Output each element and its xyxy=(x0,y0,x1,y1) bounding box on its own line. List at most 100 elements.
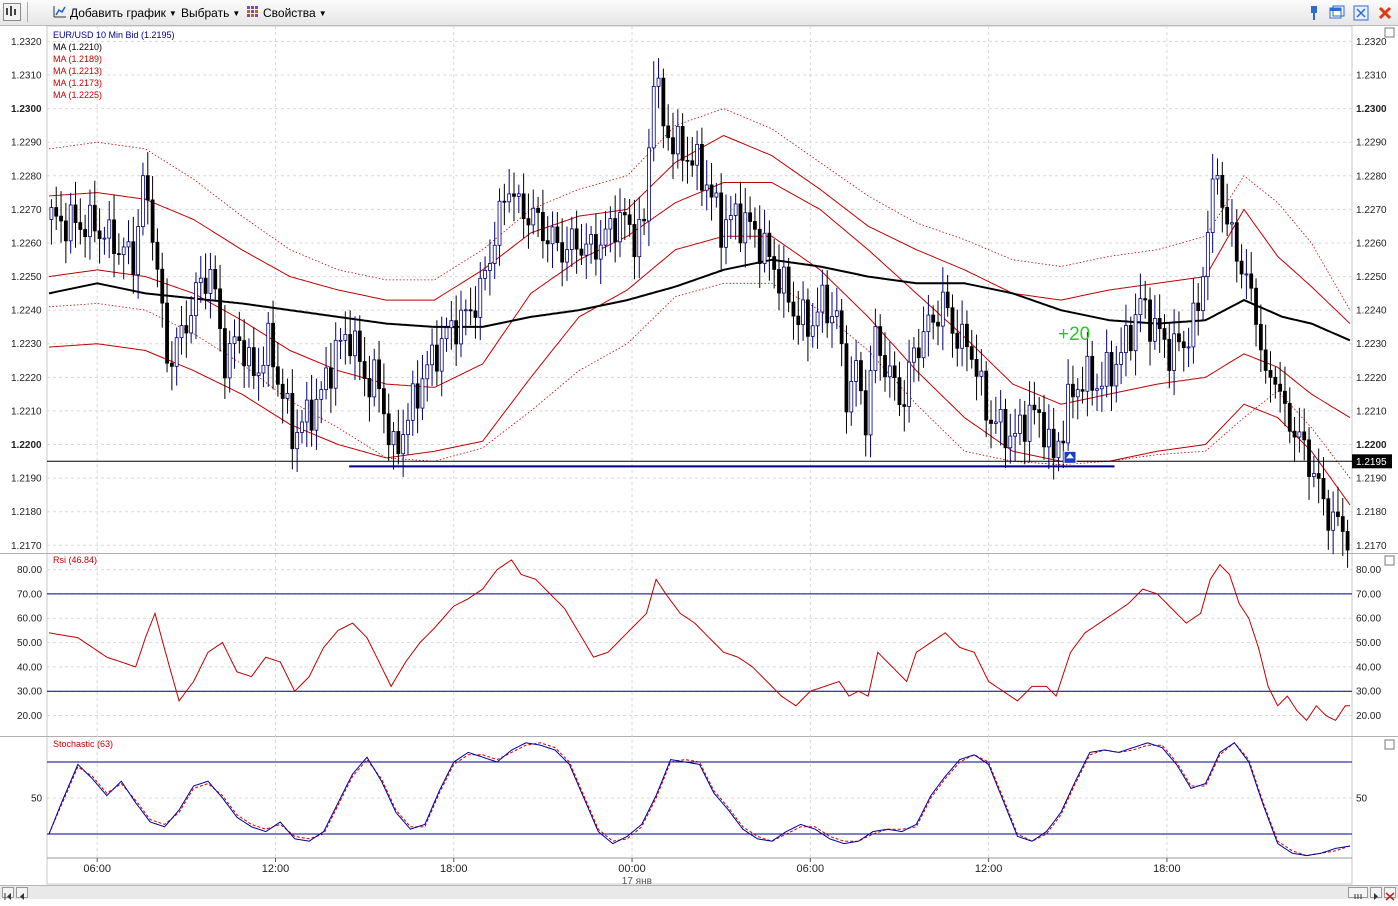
candle xyxy=(285,393,290,399)
candle xyxy=(179,325,184,339)
candle xyxy=(863,390,868,436)
candle xyxy=(940,291,945,327)
candle xyxy=(309,399,314,431)
candle xyxy=(1220,174,1225,208)
properties-button[interactable]: Свойства ▼ xyxy=(246,3,327,23)
y-tick-label-right: 1.2260 xyxy=(1356,238,1387,249)
chart-area[interactable]: 1.2320 1.2320 1.2310 1.2310 1.2300 1.2300 1.22… xyxy=(0,26,1398,886)
candle xyxy=(1075,389,1080,398)
candle xyxy=(1297,431,1302,438)
candle xyxy=(974,358,979,377)
candle xyxy=(73,204,78,223)
candle xyxy=(565,249,569,263)
scroll-close-icon[interactable] xyxy=(1384,887,1396,901)
y-tick-label-left: 1.2280 xyxy=(11,171,42,182)
candle xyxy=(1283,390,1287,404)
candle xyxy=(945,291,950,309)
candle xyxy=(1128,324,1133,352)
candle xyxy=(714,192,719,198)
candle xyxy=(569,228,574,250)
add-chart-button[interactable]: Добавить график ▼ xyxy=(52,3,177,23)
candle xyxy=(719,192,724,248)
candle xyxy=(333,339,338,389)
candle xyxy=(213,269,218,290)
y-tick-label-right: 80.00 xyxy=(1356,565,1381,576)
candle xyxy=(521,193,526,220)
candle xyxy=(545,240,550,245)
maximize-window-icon[interactable] xyxy=(1353,5,1369,21)
candle xyxy=(1104,352,1109,387)
candle xyxy=(1181,341,1186,349)
candle xyxy=(1066,383,1071,444)
candle xyxy=(1345,531,1350,551)
candle xyxy=(1027,404,1032,442)
pane-close-icon[interactable] xyxy=(1384,739,1395,750)
candle xyxy=(112,219,116,254)
ma-upper-band xyxy=(48,134,1351,324)
candle xyxy=(420,378,425,409)
properties-grid-icon xyxy=(247,6,258,17)
y-tick-label-left: 1.2310 xyxy=(11,71,42,82)
candle xyxy=(150,199,155,243)
candle xyxy=(492,244,497,264)
candle xyxy=(955,332,960,349)
close-icon[interactable] xyxy=(1377,5,1393,21)
candle xyxy=(218,288,222,329)
ma-middle-line xyxy=(48,182,1351,419)
scroll-thumb[interactable] xyxy=(1348,887,1368,899)
scroll-right-icon[interactable] xyxy=(1370,887,1382,900)
candle xyxy=(169,362,174,367)
pane-close-icon[interactable] xyxy=(1384,555,1395,566)
restore-window-icon[interactable] xyxy=(1329,5,1345,21)
candle xyxy=(950,307,955,334)
dropdown-arrow-icon: ▼ xyxy=(168,9,177,18)
y-tick-label-left: 1.2230 xyxy=(11,339,42,350)
rsi-legend: Rsi (46.84) xyxy=(53,555,97,565)
horizontal-scrollbar[interactable] xyxy=(0,885,1398,901)
candle xyxy=(92,204,97,232)
candle xyxy=(478,277,483,318)
candle xyxy=(690,160,695,166)
x-tick-label: 00:00 xyxy=(618,863,646,875)
dropdown-arrow-icon: ▼ xyxy=(232,9,241,18)
y-tick-label-left: 1.2240 xyxy=(11,306,42,317)
chart-canvas[interactable]: 1.2320 1.2320 1.2310 1.2310 1.2300 1.2300 1.22… xyxy=(0,26,1398,886)
candle xyxy=(1254,287,1258,325)
pin-icon[interactable] xyxy=(1306,5,1322,21)
candle xyxy=(59,215,63,222)
candle xyxy=(594,234,598,260)
chart-menu-icon[interactable] xyxy=(3,3,21,21)
y-tick-label-left: 1.2200 xyxy=(11,440,42,451)
candle xyxy=(1157,318,1162,329)
candle xyxy=(1022,414,1027,442)
candle xyxy=(810,325,815,337)
select-button[interactable]: Выбрать ▼ xyxy=(181,3,240,23)
candle xyxy=(622,212,627,216)
candle xyxy=(367,378,372,398)
ma-black-line xyxy=(48,258,1351,342)
candle xyxy=(892,365,897,378)
candle xyxy=(1071,383,1075,398)
y-tick-label-right: 1.2270 xyxy=(1356,205,1387,216)
y-tick-label-left: 50.00 xyxy=(17,638,42,649)
candle xyxy=(439,338,444,372)
scroll-start-icon[interactable] xyxy=(2,887,14,900)
candle xyxy=(834,310,839,317)
buy-arrow-icon xyxy=(1066,453,1074,459)
candle xyxy=(700,143,704,191)
pane-close-icon[interactable] xyxy=(1384,27,1395,38)
candle xyxy=(1090,355,1095,391)
candle xyxy=(454,320,459,345)
candle xyxy=(1051,428,1056,459)
candle xyxy=(608,218,613,230)
candle xyxy=(921,331,926,359)
candle xyxy=(1258,324,1263,351)
candle xyxy=(348,334,353,357)
add-chart-label: Добавить график xyxy=(70,6,166,20)
stochastic-signal-line xyxy=(48,742,1351,857)
candle xyxy=(116,253,121,256)
y-tick-label-right: 1.2250 xyxy=(1356,272,1387,283)
y-tick-label-left: 1.2170 xyxy=(11,541,42,552)
candle xyxy=(1008,435,1013,449)
scroll-left-icon[interactable] xyxy=(16,887,28,900)
